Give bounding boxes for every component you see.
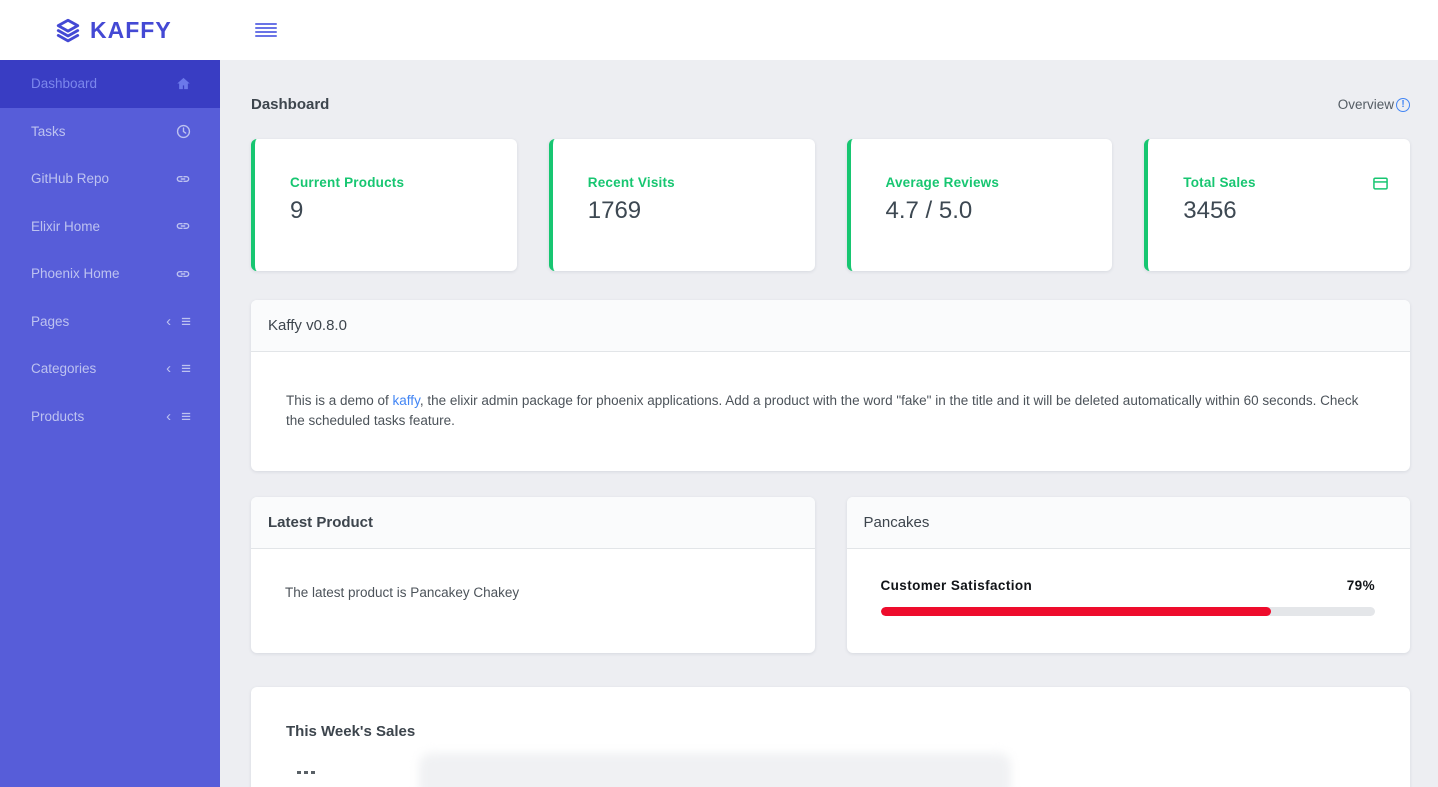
sidebar-item-tasks[interactable]: Tasks bbox=[0, 108, 220, 156]
weekly-sales-title: This Week's Sales bbox=[286, 723, 416, 741]
link-icon bbox=[175, 266, 191, 282]
kaffy-info-card: Kaffy v0.8.0 This is a demo of kaffy, th… bbox=[251, 300, 1410, 472]
sidebar-item-label: Categories bbox=[31, 361, 97, 377]
weekly-sales-card: This Week's Sales bbox=[251, 687, 1410, 787]
stat-card-current-products: Current Products 9 bbox=[251, 139, 517, 271]
page-title: Dashboard bbox=[251, 96, 330, 113]
overview-label: Overview bbox=[1337, 97, 1394, 112]
sidebar-item-phoenix-home[interactable]: Phoenix Home bbox=[0, 250, 220, 298]
info-text-before: This is a demo of bbox=[286, 393, 393, 408]
sales-chart-area bbox=[419, 753, 1011, 787]
sidebar-item-products[interactable]: Products ‹ ≡ bbox=[0, 393, 220, 441]
link-icon bbox=[175, 218, 191, 234]
info-circle-icon[interactable]: ! bbox=[1396, 97, 1410, 112]
sidebar-item-categories[interactable]: Categories ‹ ≡ bbox=[0, 345, 220, 393]
home-icon bbox=[175, 76, 191, 92]
sales-chart-clipped-label bbox=[297, 771, 301, 775]
topbar: KAFFY bbox=[0, 0, 1438, 60]
sidebar-item-label: Dashboard bbox=[31, 76, 98, 92]
satisfaction-progress-fill bbox=[880, 607, 1272, 617]
sidebar-item-label: GitHub Repo bbox=[31, 171, 110, 187]
sidebar-item-label: Products bbox=[31, 408, 85, 424]
stat-value: 4.7 / 5.0 bbox=[885, 197, 973, 224]
sidebar-item-elixir-home[interactable]: Elixir Home bbox=[0, 203, 220, 251]
satisfaction-progress-bar bbox=[880, 607, 1375, 617]
sidebar-item-github-repo[interactable]: GitHub Repo bbox=[0, 155, 220, 203]
card-header: Pancakes bbox=[846, 497, 1410, 550]
list-icon: ≡ bbox=[181, 311, 191, 331]
brand-logo[interactable]: KAFFY bbox=[55, 17, 172, 44]
brand-name: KAFFY bbox=[90, 16, 172, 43]
stat-value: 1769 bbox=[587, 197, 642, 224]
main-content: Dashboard Overview ! Current Products 9 … bbox=[220, 60, 1438, 787]
chevron-left-icon[interactable]: ‹ bbox=[166, 312, 172, 330]
satisfaction-body: Customer Satisfaction 79% bbox=[847, 549, 1411, 617]
stat-label: Current Products bbox=[290, 175, 405, 190]
list-icon: ≡ bbox=[181, 359, 191, 379]
stat-label: Average Reviews bbox=[885, 175, 1000, 190]
card-header: Latest Product bbox=[251, 497, 815, 550]
stat-card-average-reviews: Average Reviews 4.7 / 5.0 bbox=[846, 139, 1113, 271]
chevron-left-icon[interactable]: ‹ bbox=[166, 360, 172, 378]
stat-value: 9 bbox=[290, 197, 304, 224]
kaffy-info-text: This is a demo of kaffy, the elixir admi… bbox=[251, 352, 1410, 471]
page-header: Dashboard Overview ! bbox=[251, 96, 1410, 113]
latest-product-card: Latest Product The latest product is Pan… bbox=[251, 497, 815, 654]
chevron-left-icon[interactable]: ‹ bbox=[166, 407, 172, 425]
widgets-row: Latest Product The latest product is Pan… bbox=[251, 497, 1411, 654]
stat-card-total-sales: Total Sales 3456 bbox=[1144, 139, 1410, 271]
card-header: Kaffy v0.8.0 bbox=[251, 300, 1410, 352]
hamburger-icon[interactable] bbox=[254, 23, 277, 37]
info-text-after: , the elixir admin package for phoenix a… bbox=[286, 393, 1359, 428]
sidebar-item-label: Elixir Home bbox=[31, 218, 101, 234]
overview-link[interactable]: Overview ! bbox=[1338, 97, 1410, 112]
latest-product-text: The latest product is Pancakey Chakey bbox=[285, 585, 520, 601]
sidebar-item-label: Tasks bbox=[31, 123, 66, 139]
satisfaction-label: Customer Satisfaction bbox=[880, 578, 1033, 594]
kaffy-link[interactable]: kaffy bbox=[392, 393, 420, 408]
link-icon bbox=[175, 171, 191, 187]
pancakes-card: Pancakes Customer Satisfaction 79% bbox=[846, 497, 1411, 654]
stats-row: Current Products 9 Recent Visits 1769 Av… bbox=[251, 139, 1410, 271]
stat-card-recent-visits: Recent Visits 1769 bbox=[548, 139, 815, 271]
stat-value: 3456 bbox=[1183, 197, 1237, 224]
layers-icon bbox=[55, 17, 81, 43]
stat-label: Total Sales bbox=[1183, 175, 1256, 190]
sidebar-item-label: Pages bbox=[31, 313, 70, 329]
sidebar-item-dashboard[interactable]: Dashboard bbox=[0, 60, 220, 108]
stat-label: Recent Visits bbox=[587, 175, 675, 190]
sidebar: Dashboard Tasks GitHub Repo Elixir Home bbox=[0, 60, 220, 787]
credit-card-icon bbox=[1373, 177, 1388, 190]
satisfaction-percent: 79% bbox=[1346, 578, 1375, 594]
sidebar-item-pages[interactable]: Pages ‹ ≡ bbox=[0, 298, 220, 346]
clock-icon bbox=[175, 123, 191, 139]
sidebar-item-label: Phoenix Home bbox=[31, 266, 120, 282]
list-icon: ≡ bbox=[181, 406, 191, 426]
